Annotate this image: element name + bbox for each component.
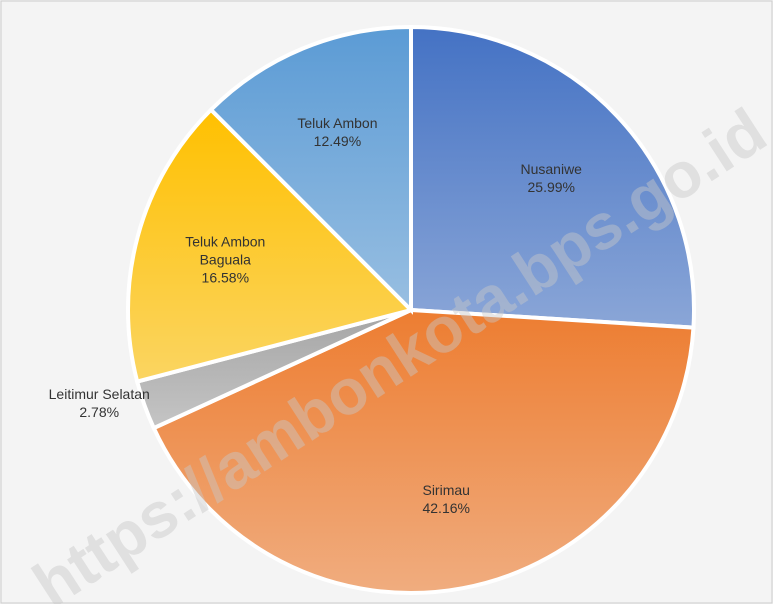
slice-label-group: Leitimur Selatan 2.78% xyxy=(49,385,150,421)
slice-label-group: Teluk Ambon Baguala 16.58% xyxy=(170,232,280,287)
slice-label-group: Nusaniwe 25.99% xyxy=(520,160,581,196)
slice-value-label: 12.49% xyxy=(313,133,362,150)
slice-label-group: Sirimau 42.16% xyxy=(422,481,469,517)
slice-label: Nusaniwe xyxy=(520,161,582,178)
slice-value-label: 25.99% xyxy=(527,179,575,196)
slice-value-label: 16.58% xyxy=(201,269,250,286)
slice-label: Leitimur Selatan xyxy=(48,386,150,403)
pie-slice xyxy=(409,24,696,330)
slice-label: Teluk Ambon xyxy=(297,114,378,131)
slice-value-label: 42.16% xyxy=(422,500,470,517)
slice-label: Teluk Ambon Baguala xyxy=(185,233,266,268)
pie-slice xyxy=(126,106,415,385)
slice-label-group: Teluk Ambon 12.49% xyxy=(297,114,377,150)
pie-slice xyxy=(151,307,696,595)
slice-label: Sirimau xyxy=(422,482,470,498)
slice-value-label: 2.78% xyxy=(79,404,120,421)
pie-slice xyxy=(208,24,413,315)
